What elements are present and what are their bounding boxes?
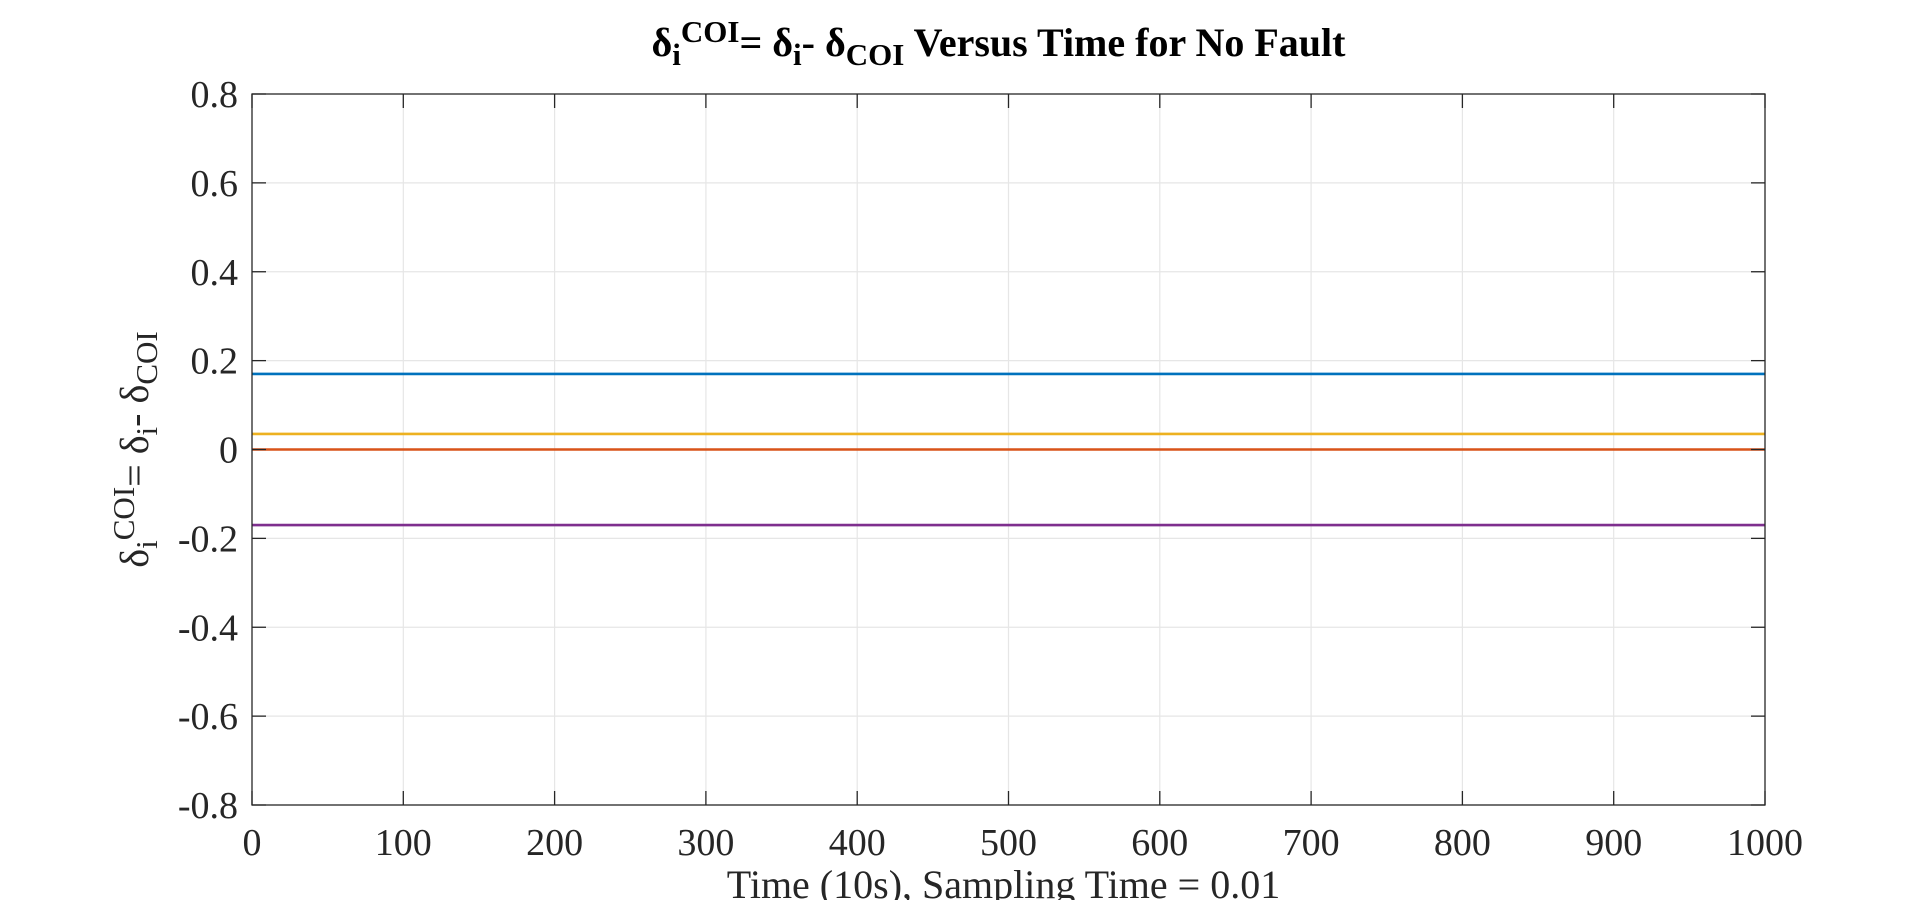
text-segment: = δ xyxy=(112,435,157,486)
text-segment: i xyxy=(793,37,802,72)
x-tick-label: 500 xyxy=(980,822,1037,864)
text-segment: i xyxy=(672,37,681,72)
y-tick-label: 0.2 xyxy=(191,341,239,383)
y-tick-label: 0.8 xyxy=(191,74,239,116)
text-segment: COI xyxy=(106,487,141,540)
y-tick-label: 0 xyxy=(219,430,238,472)
y-tick-label: -0.8 xyxy=(178,785,238,827)
x-tick-label: 100 xyxy=(375,822,432,864)
y-tick-label: 0.6 xyxy=(191,163,239,205)
text-segment: = δ xyxy=(739,20,793,65)
x-tick-label: 400 xyxy=(829,822,886,864)
y-tick-label: -0.6 xyxy=(178,696,238,738)
x-tick-label: 900 xyxy=(1585,822,1642,864)
ticks-layer xyxy=(251,93,1766,806)
y-axis-label: δiCOI= δi- δCOI xyxy=(106,331,164,567)
y-tick-label: 0.4 xyxy=(191,252,239,294)
x-axis-label: Time (10s), Sampling Time = 0.01 xyxy=(727,862,1280,900)
text-segment: - δ xyxy=(112,385,157,427)
chart-title: δiCOI= δi- δCOI Versus Time for No Fault xyxy=(652,14,1347,72)
x-tick-label: 1000 xyxy=(1727,822,1803,864)
y-tick-label: -0.4 xyxy=(178,607,238,649)
x-tick-label: 300 xyxy=(677,822,734,864)
x-tick-label: 600 xyxy=(1131,822,1188,864)
series-layer xyxy=(252,372,1765,527)
text-segment: i xyxy=(129,540,164,549)
x-tick-label: 0 xyxy=(243,822,262,864)
x-tick-labels: 0 100 200 300 400 500 600 700 800 900 1000 xyxy=(243,822,1804,864)
x-tick-label: 800 xyxy=(1434,822,1491,864)
text-segment: δ xyxy=(652,20,673,65)
text-segment: - δ xyxy=(802,20,846,65)
text-segment: i xyxy=(129,426,164,435)
y-tick-labels: -0.8 -0.6 -0.4 -0.2 0 0.2 0.4 0.6 0.8 xyxy=(178,74,238,827)
x-tick-label: 700 xyxy=(1283,822,1340,864)
text-segment: COI xyxy=(129,331,164,384)
y-tick-label: -0.2 xyxy=(178,518,238,560)
text-segment: COI xyxy=(681,14,740,49)
grid-layer xyxy=(252,94,1765,805)
text-segment: δ xyxy=(112,549,157,568)
text-segment: Versus Time for No Fault xyxy=(904,20,1346,65)
text-segment: COI xyxy=(846,37,905,72)
x-tick-label: 200 xyxy=(526,822,583,864)
